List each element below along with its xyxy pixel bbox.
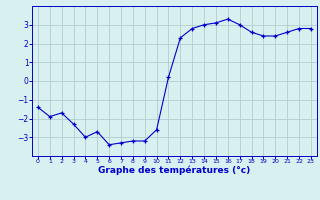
X-axis label: Graphe des températures (°c): Graphe des températures (°c) (98, 166, 251, 175)
